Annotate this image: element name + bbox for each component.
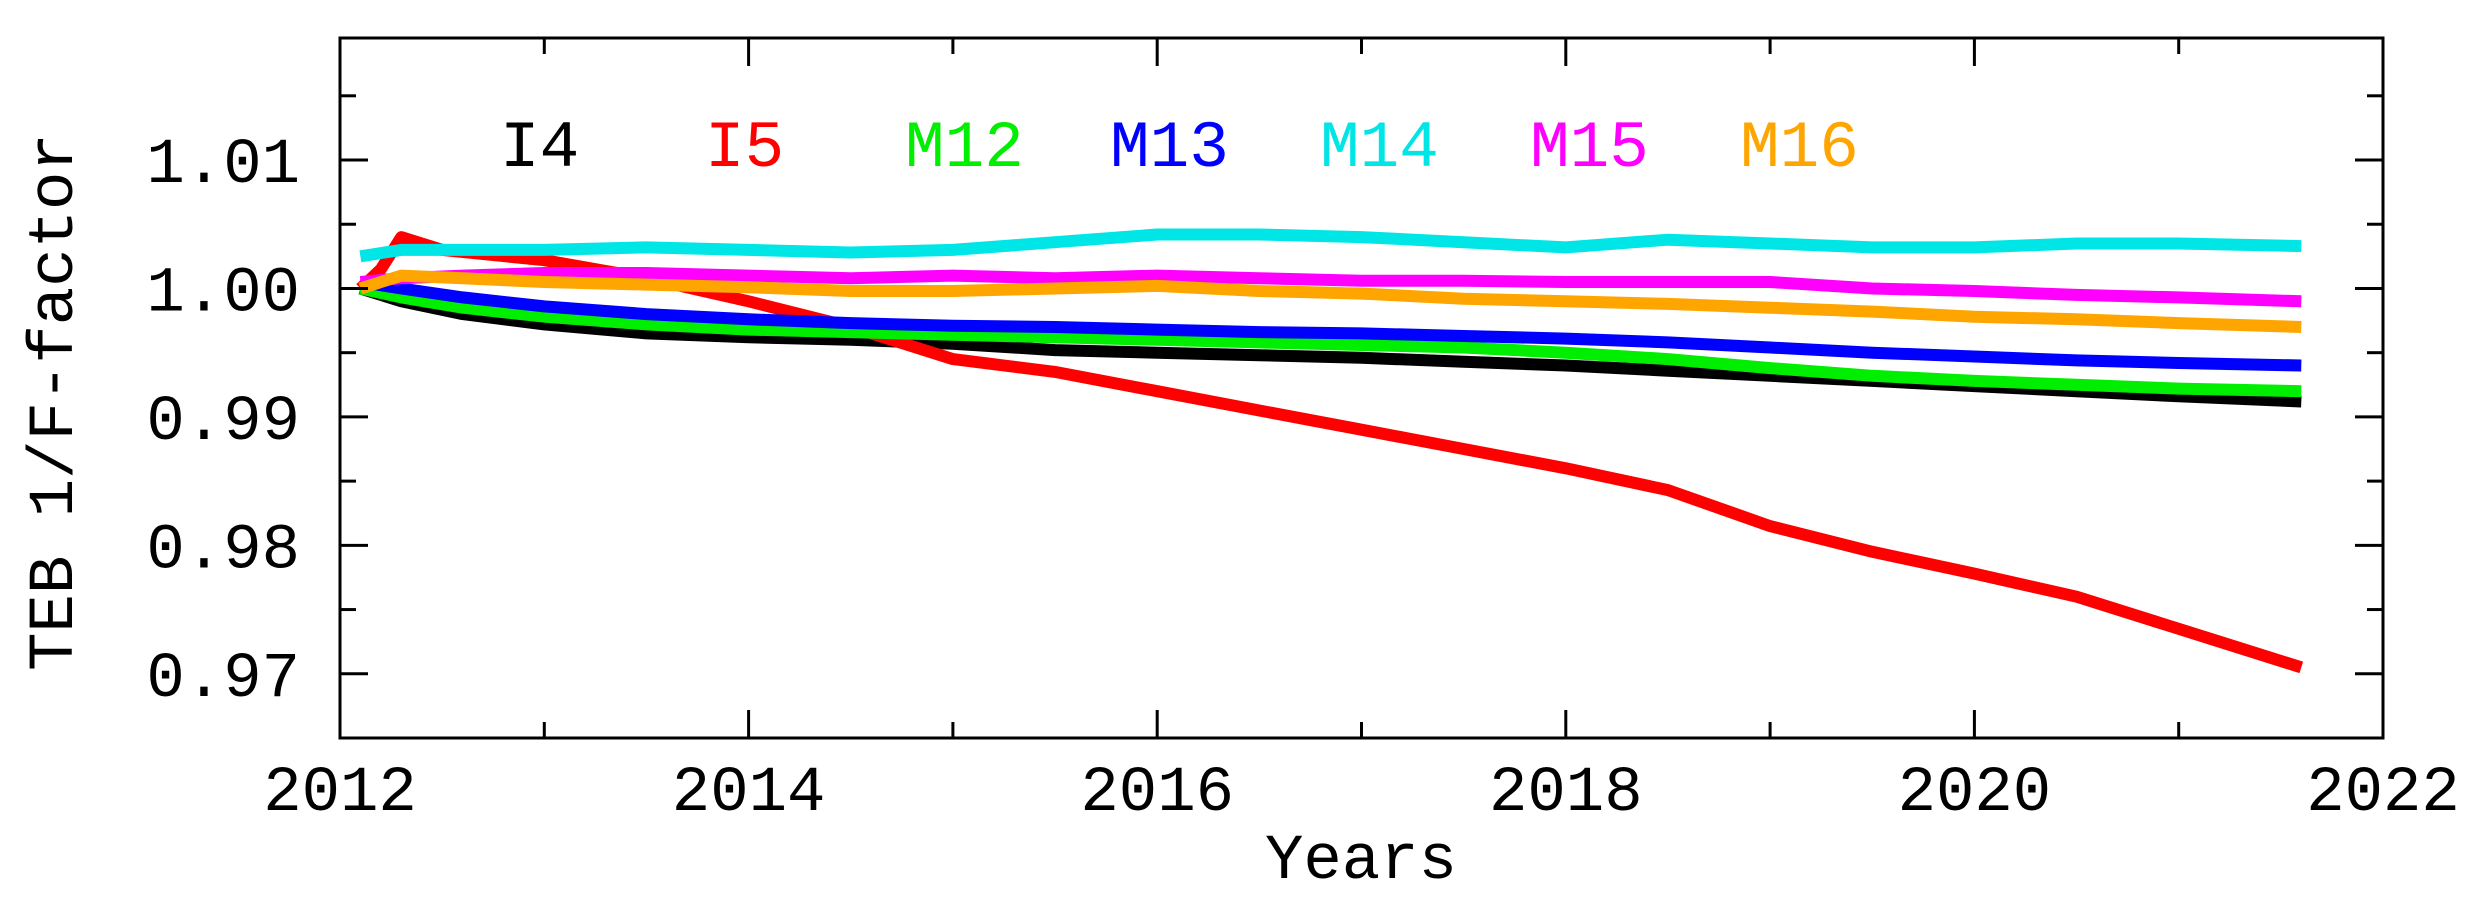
legend-entry-m14: M14 — [1320, 111, 1439, 186]
legend-entry-i4: I4 — [500, 111, 579, 186]
y-tick-label: 1.01 — [146, 130, 300, 202]
axis-layer: 2012 2014 2016 2018 2020 2022 0.97 0.98 0.99 1.00… — [146, 36, 2460, 830]
legend-entry-i5: I5 — [705, 111, 784, 186]
x-tick-label: 2016 — [1080, 758, 1234, 830]
legend-entry-m15: M15 — [1530, 111, 1649, 186]
y-tick-label: 0.98 — [146, 515, 300, 587]
x-tick-label: 2022 — [2306, 758, 2460, 830]
series-layer — [356, 228, 2304, 674]
y-tick-label: 0.97 — [146, 644, 300, 716]
legend-entry-m12: M12 — [905, 111, 1024, 186]
x-axis-title: Years — [1265, 826, 1457, 898]
x-tick-label: 2018 — [1489, 758, 1643, 830]
legend-entry-m16: M16 — [1740, 111, 1859, 186]
x-tick-label: 2014 — [672, 758, 826, 830]
series-line-m12 — [359, 282, 2302, 398]
series-line-m16 — [358, 269, 2302, 333]
y-tick-label: 0.99 — [146, 387, 300, 459]
y-axis-title: TEB 1/F-factor — [20, 133, 92, 671]
series-line-m13 — [359, 276, 2302, 372]
legend: I4 I5 M12 M13 M14 M15 M16 — [500, 111, 1859, 186]
y-tick-label: 1.00 — [146, 258, 300, 330]
series-line-m15 — [359, 267, 2302, 308]
x-tick-label: 2012 — [263, 758, 417, 830]
series-line-m14 — [359, 228, 2302, 263]
legend-entry-m13: M13 — [1110, 111, 1229, 186]
x-tick-label: 2020 — [1898, 758, 2052, 830]
